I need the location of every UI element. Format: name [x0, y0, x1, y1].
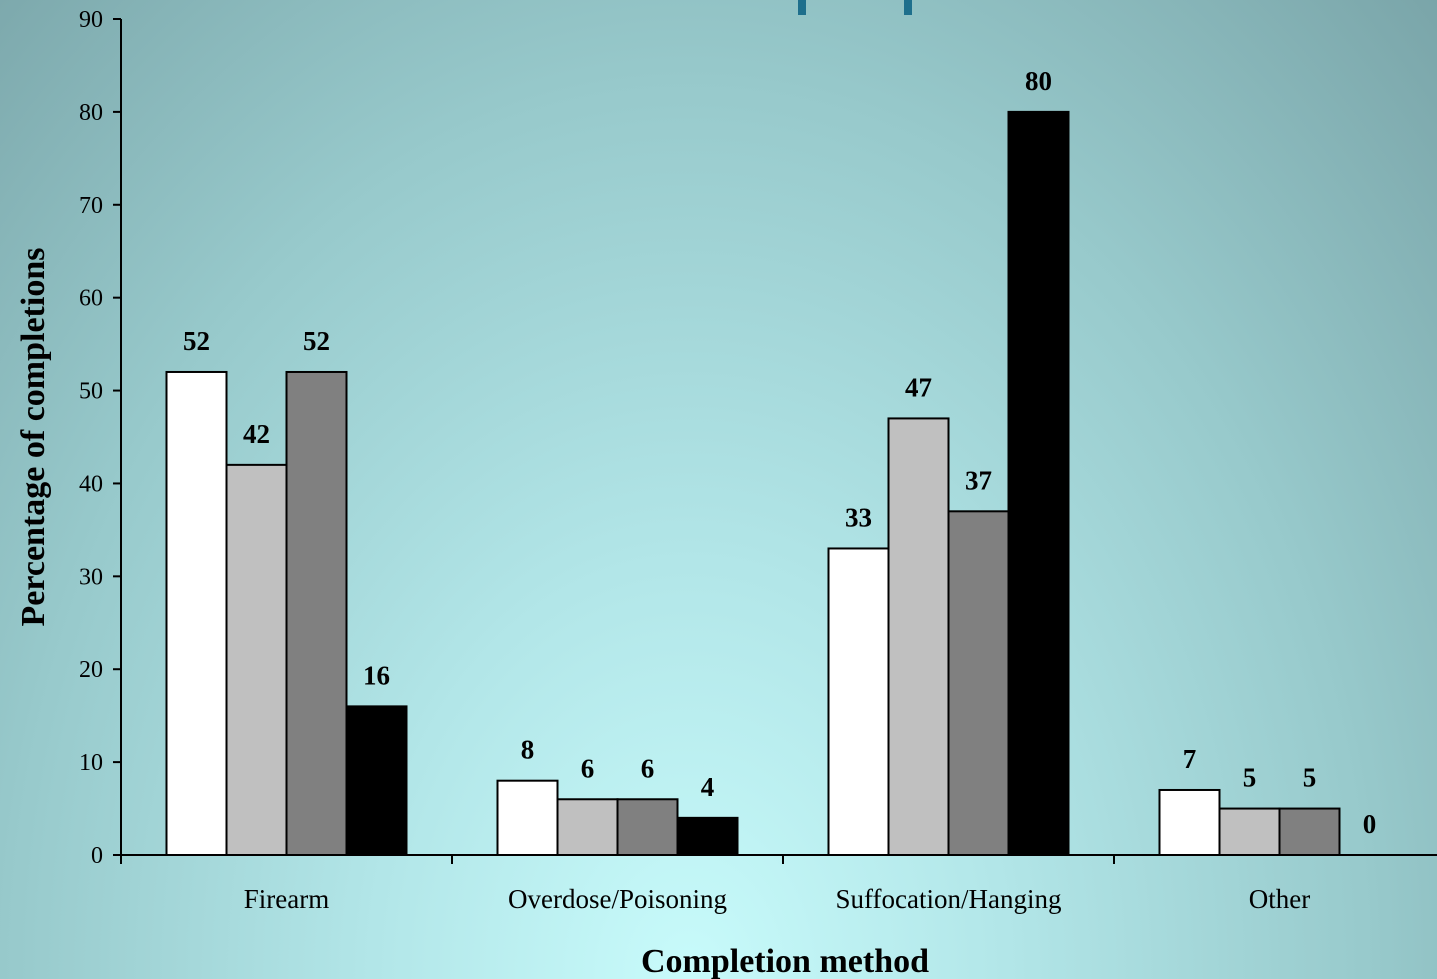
- x-axis-title: Completion method: [641, 943, 929, 979]
- decorative-bar-left: [798, 0, 806, 15]
- data-label: 37: [965, 465, 992, 495]
- x-category-label: Other: [1249, 884, 1310, 914]
- x-category-label: Suffocation/Hanging: [836, 884, 1062, 914]
- y-tick-label: 80: [79, 100, 103, 126]
- data-label: 5: [1243, 763, 1257, 793]
- bar: [225, 463, 288, 856]
- bar: [887, 417, 950, 856]
- x-category-label: Overdose/Poisoning: [508, 884, 727, 914]
- data-label: 8: [521, 735, 535, 765]
- y-axis-title: Percentage of completions: [15, 248, 52, 627]
- y-tick-label: 60: [79, 286, 103, 312]
- bar: [616, 798, 679, 856]
- data-label: 16: [363, 660, 390, 690]
- data-label: 52: [303, 326, 330, 356]
- bar: [827, 547, 890, 856]
- data-label: 0: [1363, 809, 1377, 839]
- data-label: 33: [845, 502, 872, 532]
- decorative-bar-right: [904, 0, 912, 15]
- bar: [556, 798, 619, 856]
- y-tick-label: 50: [79, 379, 103, 405]
- y-tick-label: 40: [79, 471, 103, 497]
- bar: [1007, 110, 1070, 856]
- data-label: 6: [641, 753, 655, 783]
- y-tick-label: 0: [91, 843, 103, 869]
- y-tick-label: 70: [79, 193, 103, 219]
- data-label: 5: [1303, 763, 1317, 793]
- data-label: 52: [183, 326, 210, 356]
- top-decoration: [798, 0, 912, 15]
- y-tick-label: 10: [79, 750, 103, 776]
- plot-area: 0102030405060708090Firearm52425216Overdo…: [79, 7, 1437, 914]
- data-label: 80: [1025, 66, 1052, 96]
- y-tick-label: 30: [79, 564, 103, 590]
- bar: [676, 816, 739, 856]
- data-label: 4: [701, 772, 715, 802]
- data-label: 6: [581, 753, 595, 783]
- bar: [285, 370, 348, 856]
- bar: [496, 779, 559, 857]
- data-label: 7: [1183, 744, 1197, 774]
- bar: [1278, 807, 1341, 856]
- data-label: 42: [243, 419, 270, 449]
- bar: [947, 510, 1010, 856]
- data-label: 47: [905, 372, 932, 402]
- y-tick-label: 90: [79, 7, 103, 33]
- bar: [345, 705, 408, 857]
- x-category-label: Firearm: [244, 884, 329, 914]
- bar: [1218, 807, 1281, 856]
- bar: [165, 370, 228, 856]
- y-tick-label: 20: [79, 657, 103, 683]
- bar: [1158, 788, 1221, 857]
